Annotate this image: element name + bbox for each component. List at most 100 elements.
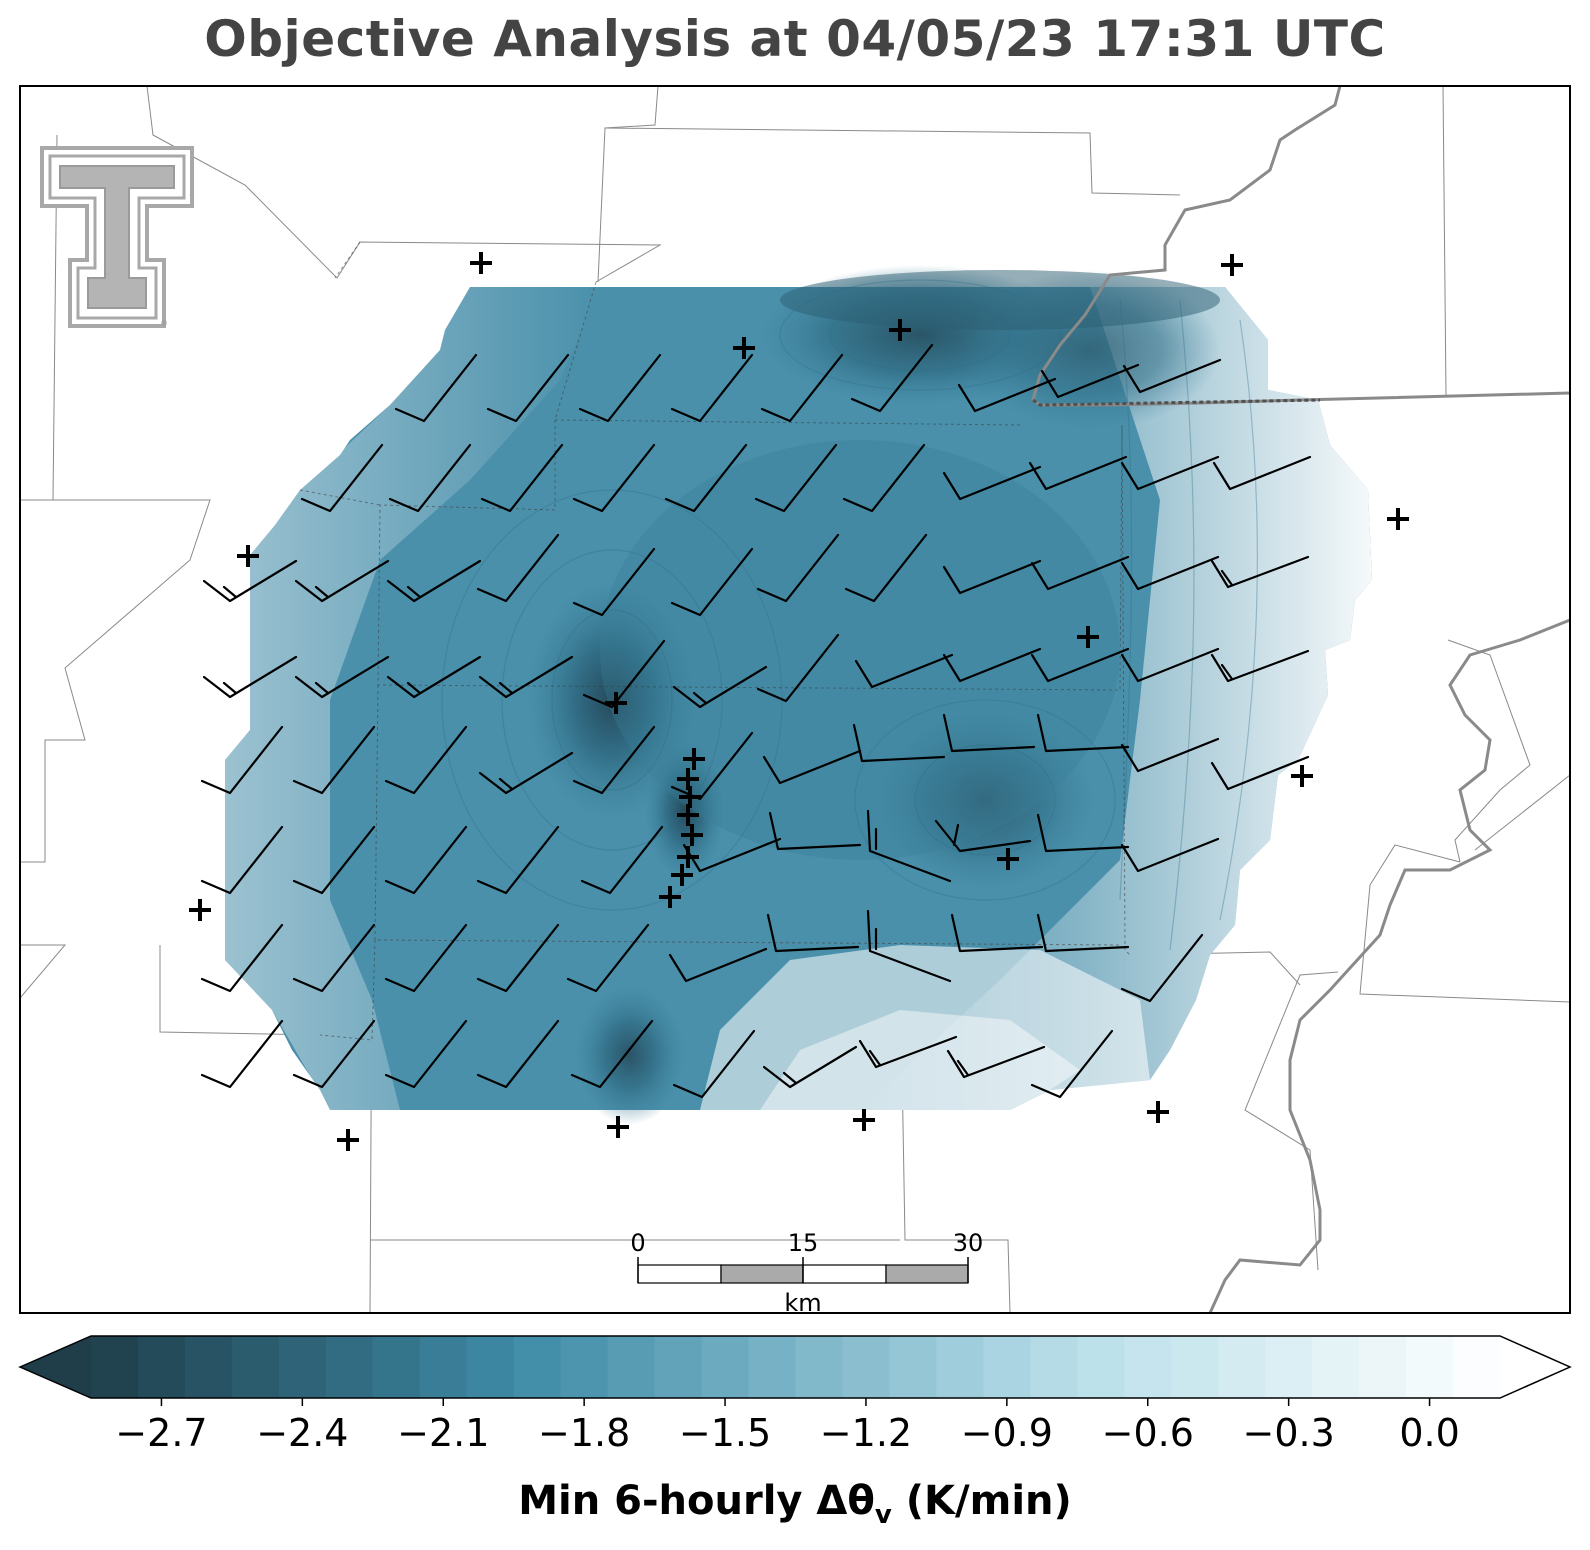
wind-barb xyxy=(670,547,754,617)
map-title: Objective Analysis at 04/05/23 17:31 UTC xyxy=(204,10,1386,68)
wind-barbs xyxy=(200,343,1312,1099)
colorbar-block xyxy=(654,1336,703,1398)
wind-barb xyxy=(480,443,564,513)
wind-barb xyxy=(850,343,934,413)
wind-barb xyxy=(768,811,862,851)
station-marker xyxy=(470,252,492,274)
colorbar-block xyxy=(184,1336,233,1398)
colorbar-tick-label: −0.3 xyxy=(1243,1411,1335,1455)
colorbar-block xyxy=(1124,1336,1172,1398)
colorbar-extend-max xyxy=(1500,1336,1570,1398)
wind-barb xyxy=(1036,913,1130,953)
colorbar-block xyxy=(607,1336,656,1398)
wind-barb xyxy=(292,825,376,895)
colorbar-block xyxy=(1265,1336,1313,1398)
wind-barb xyxy=(292,1019,376,1089)
texas-tech-logo: ® xyxy=(40,146,194,328)
colorbar-block xyxy=(1359,1336,1407,1398)
scale-label-15: 15 xyxy=(788,1229,819,1257)
station-marker xyxy=(681,824,703,846)
colorbar-tick-label: −1.5 xyxy=(679,1411,771,1455)
wind-barb xyxy=(476,923,560,993)
wind-barb xyxy=(1030,555,1130,591)
colorbar-block xyxy=(1406,1336,1454,1398)
station-marker xyxy=(997,848,1019,870)
wind-barb xyxy=(942,713,1036,753)
wind-barb xyxy=(946,1045,1046,1079)
wind-barb xyxy=(384,1019,468,1089)
station-marker xyxy=(733,337,755,359)
wind-barb xyxy=(672,665,768,709)
colorbar-block xyxy=(1077,1336,1125,1398)
station-marker xyxy=(607,1116,629,1138)
colorbar-extend-min xyxy=(20,1336,91,1398)
wind-barb xyxy=(572,547,656,617)
colorbar-block xyxy=(513,1336,562,1398)
station-marker xyxy=(677,846,699,868)
wind-barb xyxy=(300,443,384,513)
wind-barb xyxy=(854,653,954,689)
wind-barb xyxy=(672,1029,756,1099)
station-marker xyxy=(677,804,699,826)
colorbar-blocks xyxy=(91,1336,1501,1398)
colorbar-tick-label: −0.9 xyxy=(961,1411,1053,1455)
wind-barb xyxy=(388,443,472,513)
station-marker xyxy=(1387,508,1409,530)
colorbar-block xyxy=(91,1336,139,1398)
colorbar-label-sub: v xyxy=(874,1500,892,1530)
colorbar-tick-label: −1.2 xyxy=(820,1411,912,1455)
wind-barb xyxy=(200,725,284,795)
wind-barb xyxy=(1120,933,1204,1003)
wind-barb xyxy=(858,1035,958,1069)
station-marker xyxy=(1291,765,1313,787)
wind-barb xyxy=(292,725,376,795)
wind-barb xyxy=(1210,755,1310,791)
wind-barb xyxy=(942,465,1042,501)
wind-barb xyxy=(844,533,928,603)
colorbar-block xyxy=(1030,1336,1078,1398)
wind-barb xyxy=(384,923,468,993)
wind-barb xyxy=(200,1019,284,1089)
wind-barb xyxy=(866,809,952,883)
wind-barb xyxy=(386,559,482,603)
wind-barb xyxy=(1120,555,1220,591)
wind-barb xyxy=(478,655,574,699)
wind-barb xyxy=(1040,363,1140,399)
wind-barb xyxy=(760,353,844,423)
wind-barb xyxy=(200,923,284,993)
colorbar-block xyxy=(1312,1336,1360,1398)
county-lines-dashed xyxy=(299,241,1131,1041)
wind-barb xyxy=(386,655,482,699)
colorbar-tick-label: −2.1 xyxy=(397,1411,489,1455)
station-marker xyxy=(659,886,681,908)
station-marker xyxy=(237,545,259,567)
colorbar-block xyxy=(466,1336,515,1398)
colorbar-block xyxy=(419,1336,468,1398)
wind-barb xyxy=(1036,713,1130,753)
wind-barb xyxy=(766,913,860,953)
map-panel: ® 0 15 30 km xyxy=(19,85,1571,1314)
wind-barb xyxy=(756,633,840,703)
scale-bar: 0 15 30 km xyxy=(630,1229,983,1313)
wind-barb xyxy=(1210,649,1310,683)
wind-barb xyxy=(1120,647,1220,683)
scale-label-0: 0 xyxy=(630,1229,645,1257)
colorbar-tick-label: −2.7 xyxy=(115,1411,207,1455)
analysis-field xyxy=(225,265,1372,1125)
svg-text:®: ® xyxy=(160,319,168,328)
station-marker xyxy=(189,899,211,921)
station-marker xyxy=(1147,1101,1169,1123)
colorbar-tick-label: 0.0 xyxy=(1399,1411,1459,1455)
station-marker xyxy=(889,319,911,341)
wind-barb xyxy=(1036,813,1130,853)
wind-barb xyxy=(934,819,1032,853)
station-marker xyxy=(853,1109,875,1131)
station-marker xyxy=(1221,254,1243,276)
station-marker xyxy=(683,748,705,770)
colorbar-block xyxy=(889,1336,937,1398)
colorbar-block xyxy=(795,1336,844,1398)
wind-barb xyxy=(668,947,768,983)
wind-barb xyxy=(202,655,298,699)
wind-barb xyxy=(294,655,390,699)
wind-barb xyxy=(572,443,656,513)
